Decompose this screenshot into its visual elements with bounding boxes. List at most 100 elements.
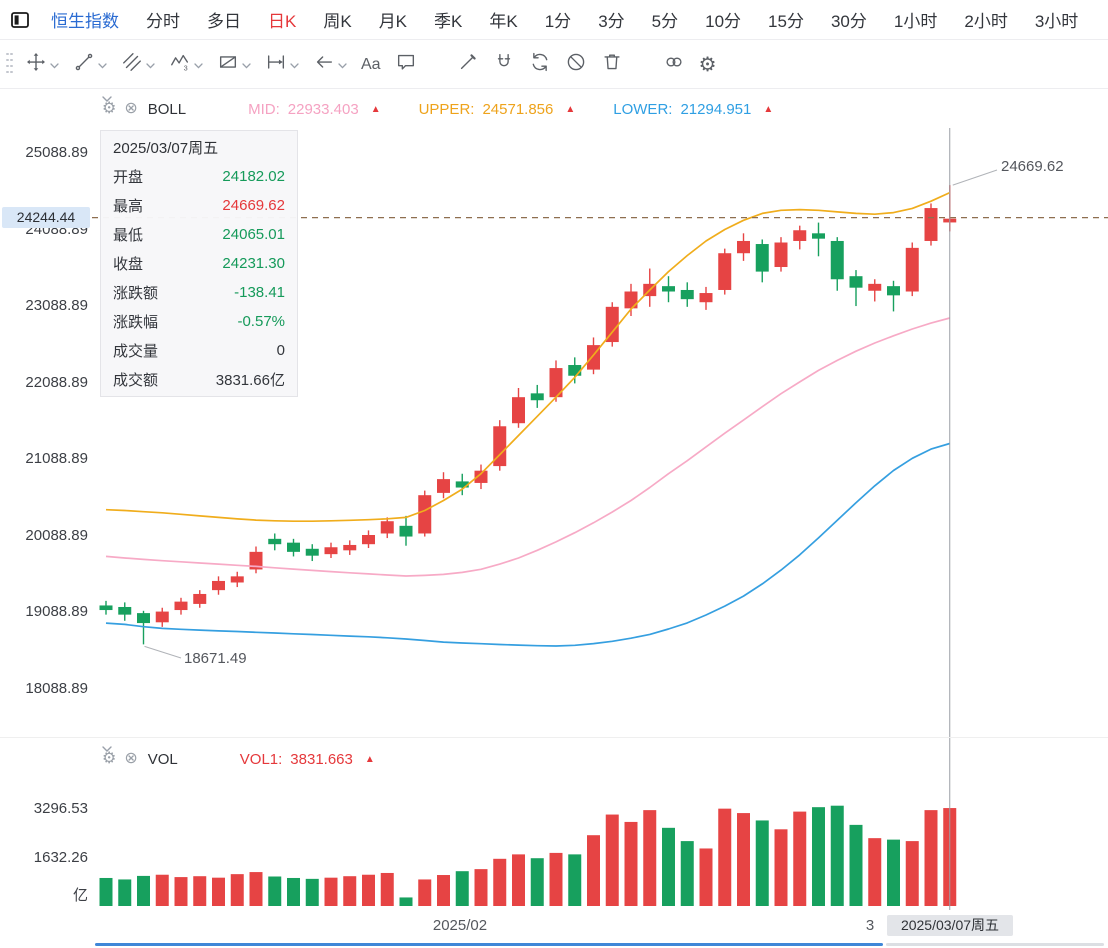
volume-bar bbox=[193, 876, 207, 906]
candle-body bbox=[99, 605, 113, 611]
text-tool[interactable]: Aa bbox=[354, 48, 388, 82]
brush-tool[interactable] bbox=[450, 48, 486, 82]
triangle-up-icon: ▲ bbox=[370, 103, 381, 115]
eraser-tool[interactable] bbox=[558, 48, 594, 82]
magnet-tool[interactable] bbox=[486, 48, 522, 82]
price-axis-label: 23088.89 bbox=[25, 297, 88, 315]
tab-日K[interactable]: 日K bbox=[268, 12, 297, 31]
indicator-close-icon[interactable]: ⊗ bbox=[124, 100, 138, 117]
pitchfork-tool[interactable] bbox=[114, 48, 162, 82]
volume-bar bbox=[362, 874, 375, 906]
tab-年K[interactable]: 年K bbox=[489, 12, 518, 31]
replay-tool[interactable] bbox=[522, 48, 558, 82]
tab-30分[interactable]: 30分 bbox=[830, 12, 867, 31]
period-tab-bar: 恒生指数 分时 多日 日K 周K 月K 季K 年K 1分 3分 5分 10分 15分 30分 1小时 2小时… bbox=[0, 0, 1108, 40]
candle-body bbox=[193, 593, 207, 604]
settings-tool[interactable]: ⚙ bbox=[692, 48, 724, 82]
tab-3分[interactable]: 3分 bbox=[598, 12, 625, 31]
tab-2小时[interactable]: 2小时 bbox=[964, 12, 1008, 31]
volume-settings-icon[interactable]: ⚙ bbox=[102, 750, 117, 767]
volume-bar bbox=[774, 829, 788, 906]
brush-tool-icon bbox=[457, 51, 479, 78]
tab-1小时[interactable]: 1小时 bbox=[893, 12, 938, 31]
volume-bar bbox=[530, 858, 544, 906]
link-tool-icon bbox=[663, 51, 685, 78]
volume-bar bbox=[399, 897, 413, 906]
volume-indicator-name[interactable]: VOL bbox=[147, 750, 178, 768]
wave-tool[interactable]: 3 bbox=[162, 48, 210, 82]
candle-body bbox=[249, 551, 263, 570]
tab-多日[interactable]: 多日 bbox=[207, 12, 241, 31]
price-axis-label: 22088.89 bbox=[25, 373, 88, 391]
tooltip-row: 成交额 3831.66亿 bbox=[101, 365, 297, 394]
tab-1分[interactable]: 1分 bbox=[544, 12, 572, 31]
indicator-value-lower: LOWER: 21294.951 ▲ bbox=[613, 100, 774, 118]
candle-body bbox=[437, 479, 450, 493]
chart-scrollbar-track[interactable] bbox=[886, 943, 1104, 946]
tab-3小时[interactable]: 3小时 bbox=[1034, 12, 1079, 31]
crosshair-move-tool-icon bbox=[25, 51, 47, 78]
tab-季K[interactable]: 季K bbox=[434, 12, 463, 31]
tooltip-row-value: -138.41 bbox=[234, 284, 285, 301]
tooltip-row: 最高 24669.62 bbox=[101, 191, 297, 220]
price-axis-label: 19088.89 bbox=[25, 603, 88, 621]
low-price-annotation: 18671.49 bbox=[184, 650, 247, 667]
ohlc-tooltip: 2025/03/07周五 开盘 24182.02 最高 24669.62 最低 24065… bbox=[100, 130, 298, 397]
symbol-name[interactable]: 恒生指数 bbox=[51, 12, 119, 31]
candle-body bbox=[868, 283, 882, 291]
volume-bar bbox=[830, 805, 844, 906]
gear-icon: ⚙ bbox=[698, 53, 717, 76]
candle-body bbox=[605, 306, 619, 343]
chart-scrollbar-thumb[interactable] bbox=[95, 943, 883, 946]
volume-bar bbox=[99, 877, 113, 906]
pattern-tool[interactable] bbox=[210, 48, 258, 82]
triangle-up-icon: ▲ bbox=[565, 103, 576, 115]
chevron-down-icon bbox=[50, 56, 59, 74]
crosshair-price-badge: 24244.44 bbox=[2, 207, 90, 228]
arrow-tool[interactable] bbox=[306, 48, 354, 82]
tooltip-row-label: 成交量 bbox=[113, 343, 159, 360]
volume-bar bbox=[118, 879, 132, 906]
tab-月K[interactable]: 月K bbox=[378, 12, 408, 31]
volume-bar bbox=[924, 810, 938, 906]
tab-15分[interactable]: 15分 bbox=[768, 12, 804, 31]
main-indicator-bar: ⚙ ⊗ BOLL MID: 22933.403 ▲ UPPER: 24571.856 ▲ L… bbox=[102, 96, 773, 122]
boll-upper-line bbox=[105, 191, 951, 523]
indicator-settings-icon[interactable]: ⚙ bbox=[102, 100, 117, 117]
tooltip-row-label: 收盘 bbox=[113, 256, 144, 273]
candlestick-chart[interactable] bbox=[0, 90, 1108, 737]
link-tool[interactable] bbox=[656, 48, 692, 82]
chevron-down-icon bbox=[290, 56, 299, 74]
tab-5分[interactable]: 5分 bbox=[651, 12, 679, 31]
candle-body bbox=[812, 233, 825, 239]
high-annotation-line bbox=[952, 169, 998, 186]
tab-分时[interactable]: 分时 bbox=[146, 12, 180, 31]
toolbar-drag-handle-icon[interactable] bbox=[6, 52, 14, 77]
tab-10分[interactable]: 10分 bbox=[705, 12, 742, 31]
comment-tool[interactable] bbox=[388, 48, 424, 82]
volume-bar bbox=[868, 838, 882, 906]
volume-chart[interactable] bbox=[0, 738, 1108, 910]
volume-bar bbox=[699, 848, 713, 906]
volume-bar bbox=[605, 814, 619, 906]
trash-tool[interactable] bbox=[594, 48, 630, 82]
volume-close-icon[interactable]: ⊗ bbox=[124, 750, 138, 767]
candle-body bbox=[680, 289, 694, 300]
candle-body bbox=[568, 365, 582, 376]
volume-bar bbox=[587, 835, 600, 906]
horizontal-ray-tool-icon bbox=[265, 51, 287, 78]
volume-bar bbox=[755, 820, 769, 906]
time-axis-label: 2025/02 bbox=[432, 917, 488, 934]
app-logo-icon[interactable] bbox=[10, 10, 30, 30]
indicator-name[interactable]: BOLL bbox=[147, 100, 187, 118]
tooltip-row-value: -0.57% bbox=[237, 313, 285, 330]
trend-line-tool[interactable] bbox=[66, 48, 114, 82]
svg-text:3: 3 bbox=[184, 64, 188, 73]
tab-周K[interactable]: 周K bbox=[323, 12, 352, 31]
crosshair-move-tool[interactable] bbox=[18, 48, 66, 82]
period-tabs: 分时 多日 日K 周K 月K 季K 年K 1分 3分 5分 10分 15分 30分 1小时 2小时 3小时 bbox=[146, 7, 1078, 32]
volume-bar bbox=[268, 876, 282, 906]
horizontal-ray-tool[interactable] bbox=[258, 48, 306, 82]
trash-tool-icon bbox=[601, 51, 623, 78]
candle-body bbox=[530, 393, 544, 401]
